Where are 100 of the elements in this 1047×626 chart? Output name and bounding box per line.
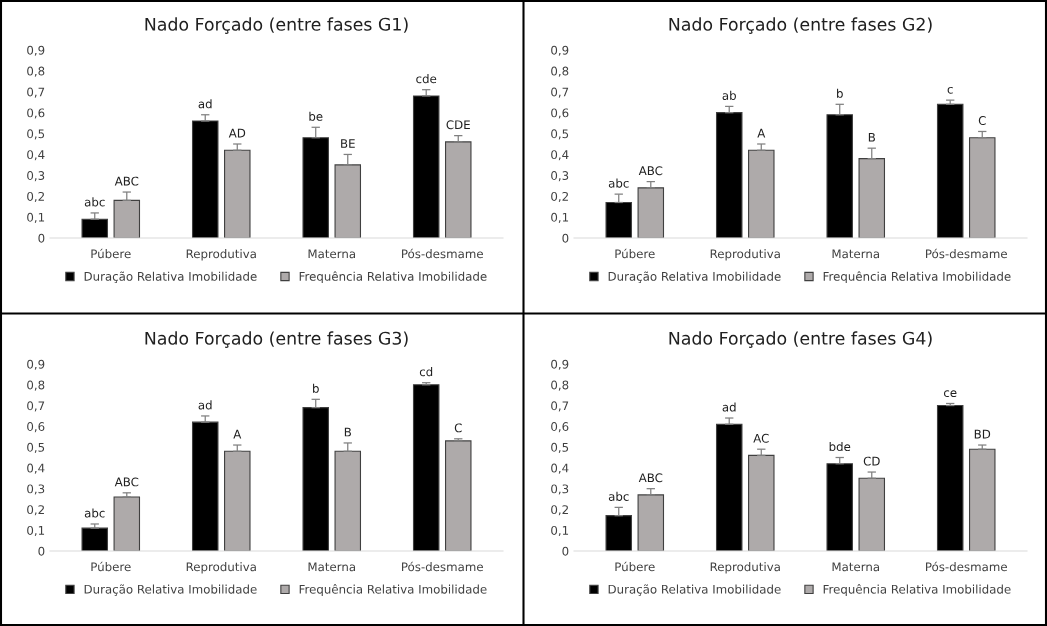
x-tick-label: Reprodutiva [186,249,256,261]
x-tick-label: Materna [832,249,880,259]
annotation: ABC [638,473,663,483]
x-tick-label: Materna [832,562,880,572]
y-tick-label: 0,1 [27,525,45,537]
y-tick-label: 0,7 [551,87,569,98]
y-tick-label: 0 [38,233,45,243]
annotation: abc [84,508,105,518]
annotation: ad [722,402,736,412]
annotation: C [454,423,462,433]
x-tick-label: Púbere [615,248,655,259]
annotation: abc [608,491,629,501]
y-tick-label: 0,2 [551,191,568,203]
annotation: abc [84,197,105,207]
y-tick-label: 0,8 [27,66,45,77]
annotation: c [947,86,953,94]
annotation: ABC [114,477,139,487]
annotation: ab [722,90,736,100]
annotation: be [309,111,323,121]
y-tick-label: 0,7 [27,87,45,98]
x-tick-label: Púbere [91,248,131,259]
y-tick-label: 0,9 [27,359,45,370]
y-tick-label: 0,9 [27,45,45,56]
annotation: C [978,116,986,126]
y-tick-label: 0,4 [551,150,569,161]
legend-label: Duração Relativa Imobilidade [608,584,781,596]
legend-label: Duração Relativa Imobilidade [608,271,781,283]
annotation: B [344,427,351,437]
y-tick-label: 0,5 [551,129,569,140]
y-tick-label: 0 [38,546,45,556]
x-tick-label: Reprodutiva [186,562,256,574]
annotation: ABC [638,166,663,176]
y-tick-label: 0 [562,546,569,556]
annotation: ad [198,99,212,109]
y-tick-label: 0,3 [551,484,569,495]
annotation: cde [416,74,437,84]
y-tick-label: 0,6 [27,108,45,119]
annotation: BD [974,429,991,439]
x-tick-label: Pós-desmame [926,248,1007,259]
annotation: cd [419,367,433,377]
legend-label: Frequência Relativa Imobilidade [299,271,487,284]
y-tick-label: 0,5 [551,442,569,453]
y-tick-label: 0,2 [27,191,44,203]
legend-label: Frequência Relativa Imobilidade [823,271,1011,284]
annotation: BE [341,139,355,148]
y-tick-label: 0,2 [551,505,568,516]
y-tick-label: 0,6 [551,422,569,433]
annotation: A [233,429,242,439]
x-tick-label: Materna [308,562,356,572]
y-tick-label: 0,5 [27,442,45,453]
annotation: bde [829,441,851,452]
annotation: CDE [446,120,470,130]
chart-title: Nado Forçado (entre fases G2) [669,17,932,34]
legend-label: Frequência Relativa Imobilidade [299,584,487,596]
y-tick-label: 0,1 [551,525,569,537]
y-tick-label: 0,2 [27,505,44,516]
y-tick-label: 0,8 [551,66,569,77]
y-tick-label: 0,9 [551,45,569,56]
legend-label: Duração Relativa Imobilidade [84,584,257,596]
annotation: A [757,128,766,138]
x-tick-label: Pós-desmame [402,561,483,572]
y-tick-label: 0,9 [551,359,569,370]
legend-label: Duração Relativa Imobilidade [84,271,257,283]
y-tick-label: 0,4 [551,463,569,474]
y-tick-label: 0,4 [27,150,45,161]
x-tick-label: Púbere [91,561,131,572]
x-tick-label: Materna [308,249,356,259]
y-tick-label: 0,8 [551,380,569,391]
x-tick-label: Pós-desmame [402,248,483,259]
x-tick-label: Reprodutiva [710,562,780,574]
y-tick-label: 0,3 [27,171,45,182]
y-tick-label: 0,8 [27,380,45,391]
y-tick-label: 0,7 [27,401,45,412]
chart-title: Nado Forçado (entre fases G3) [145,331,408,348]
annotation: abc [608,178,629,188]
x-tick-label: Púbere [615,561,655,572]
annotation: b [837,88,843,98]
y-tick-label: 0 [562,233,569,243]
y-tick-label: 0,6 [551,108,569,119]
annotation: AC [753,433,769,443]
chart-title: Nado Forçado (entre fases G4) [669,331,932,348]
y-tick-label: 0,6 [27,422,45,433]
annotation: B [868,132,875,142]
annotation: b [313,383,319,393]
y-tick-label: 0,1 [551,212,569,223]
legend-label: Frequência Relativa Imobilidade [823,584,1011,596]
annotation: ce [943,390,957,398]
y-tick-label: 0,5 [27,129,45,140]
annotation: ABC [114,176,139,186]
annotation: ad [198,400,212,410]
x-tick-label: Pós-desmame [926,561,1007,572]
annotation: CD [863,456,880,466]
y-tick-label: 0,3 [551,171,569,182]
y-tick-label: 0,3 [27,484,45,495]
y-tick-label: 0,7 [551,401,569,412]
x-tick-label: Reprodutiva [710,249,780,261]
y-tick-label: 0,4 [27,463,45,474]
y-tick-label: 0,1 [27,212,45,223]
chart-title: Nado Forçado (entre fases G1) [145,17,408,34]
annotation: AD [228,128,246,138]
